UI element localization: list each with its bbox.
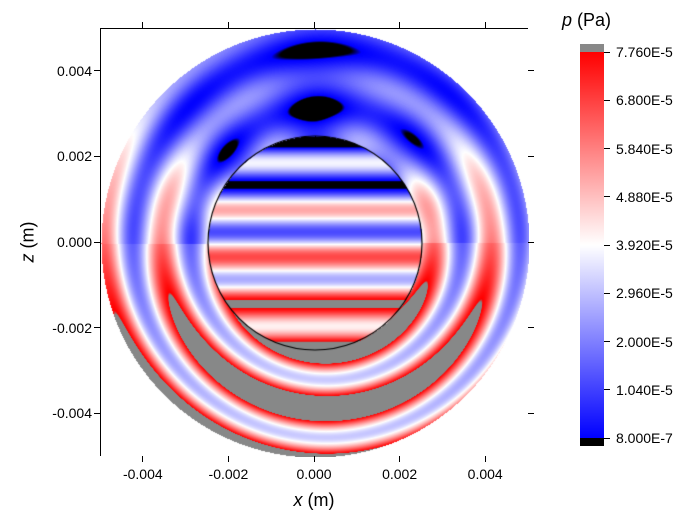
x-tick-mark (485, 22, 486, 28)
x-tick-mark (399, 22, 400, 28)
colorbar-tick-label: 4.880E-5 (616, 189, 673, 205)
x-tick-mark (314, 456, 315, 462)
x-tick-label: 0.004 (468, 466, 503, 482)
y-tick-label: -0.004 (44, 405, 92, 421)
y-axis-label: z (m) (18, 222, 39, 263)
y-tick-mark (528, 156, 534, 157)
y-tick-label: 0.004 (44, 63, 92, 79)
colorbar-tick-mark (604, 389, 610, 390)
plot-area (100, 28, 528, 456)
x-axis-unit: (m) (303, 490, 335, 510)
y-tick-label: -0.002 (44, 320, 92, 336)
colorbar-tick-label: 2.000E-5 (616, 334, 673, 350)
x-tick-mark (228, 22, 229, 28)
x-tick-mark (399, 456, 400, 462)
colorbar-cap-low (580, 438, 604, 446)
colorbar-tick-label: 6.800E-5 (616, 92, 673, 108)
heatmap-canvas (101, 29, 529, 457)
colorbar-title: p (Pa) (562, 10, 611, 31)
colorbar-var: p (562, 10, 572, 30)
colorbar-tick-label: 7.760E-5 (616, 44, 673, 60)
colorbar-gradient (580, 52, 604, 438)
colorbar-tick-label: 1.040E-5 (616, 382, 673, 398)
colorbar-unit: (Pa) (572, 10, 611, 30)
y-tick-mark (94, 413, 100, 414)
y-tick-mark (94, 242, 100, 243)
y-tick-label: 0.000 (44, 234, 92, 250)
y-tick-mark (528, 327, 534, 328)
x-tick-label: 0.002 (382, 466, 417, 482)
x-axis-var: x (294, 490, 303, 510)
colorbar-tick-mark (604, 438, 610, 439)
colorbar-tick-label: 3.920E-5 (616, 237, 673, 253)
colorbar-tick-label: 5.840E-5 (616, 141, 673, 157)
x-tick-mark (142, 456, 143, 462)
y-tick-mark (528, 242, 534, 243)
figure: z (m) x (m) p (Pa) -0.004 -0.002 0.000 0.00… (0, 0, 700, 517)
y-axis-unit: (m) (18, 222, 38, 254)
colorbar-tick-mark (604, 341, 610, 342)
x-tick-label: -0.004 (123, 466, 163, 482)
y-tick-mark (94, 70, 100, 71)
y-tick-mark (94, 327, 100, 328)
colorbar-tick-mark (604, 100, 610, 101)
x-tick-mark (228, 456, 229, 462)
x-tick-label: 0.000 (296, 466, 331, 482)
colorbar-tick-mark (604, 148, 610, 149)
colorbar-tick-mark (604, 196, 610, 197)
colorbar-tick-mark (604, 245, 610, 246)
colorbar-tick-mark (604, 52, 610, 53)
y-tick-label: 0.002 (44, 148, 92, 164)
colorbar-tick-mark (604, 293, 610, 294)
y-tick-mark (94, 156, 100, 157)
y-axis-var: z (18, 253, 38, 262)
colorbar-cap-high (580, 44, 604, 52)
x-tick-mark (142, 22, 143, 28)
y-tick-mark (528, 413, 534, 414)
x-tick-mark (314, 22, 315, 28)
y-tick-mark (528, 70, 534, 71)
colorbar-tick-label: 8.000E-7 (616, 430, 673, 446)
x-tick-mark (485, 456, 486, 462)
colorbar-tick-label: 2.960E-5 (616, 285, 673, 301)
x-tick-label: -0.002 (209, 466, 249, 482)
x-axis-label: x (m) (294, 490, 335, 511)
